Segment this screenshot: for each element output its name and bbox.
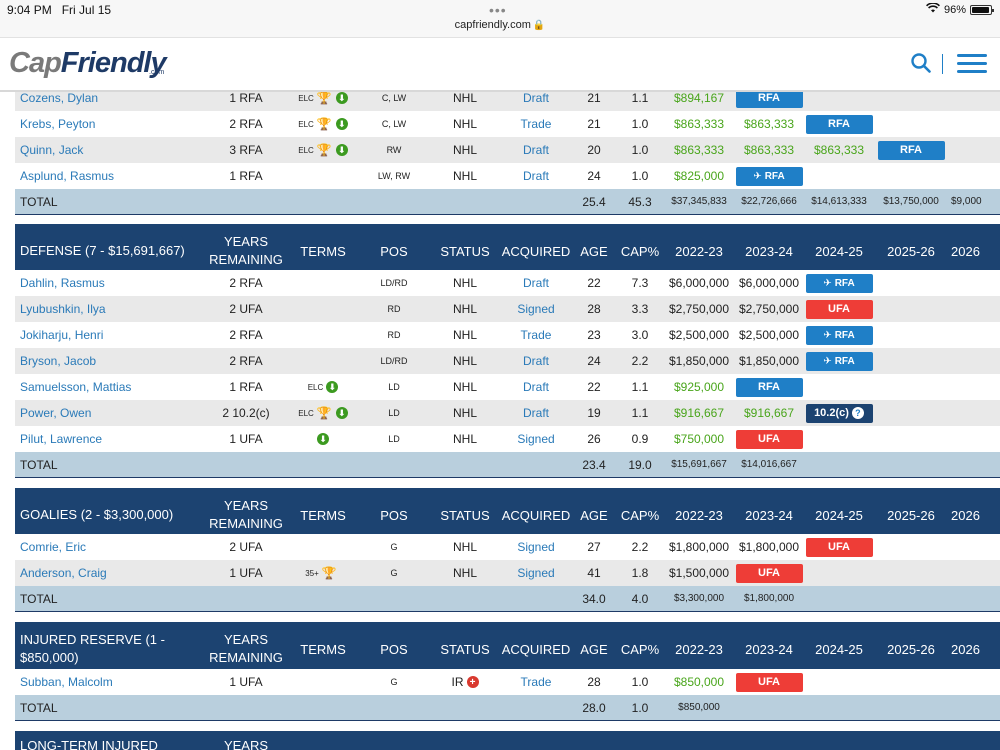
arbitration-icon: ✈ xyxy=(823,329,832,341)
arbitration-icon: ✈ xyxy=(823,355,832,367)
lock-icon: 🔒 xyxy=(532,20,546,31)
total-row: TOTAL 34.0 4.0 $3,300,000 $1,800,000 xyxy=(15,586,1000,612)
player-link[interactable]: Pilut, Lawrence xyxy=(20,432,103,446)
ufa-badge[interactable]: UFA xyxy=(735,563,803,583)
player-link[interactable]: Asplund, Rasmus xyxy=(20,169,115,183)
table-row: Jokiharju, Henri 2 RFA RD NHL Trade 23 3… xyxy=(15,322,1000,348)
hamburger-menu-icon[interactable] xyxy=(957,54,987,74)
trophy-icon: 🏆 xyxy=(316,92,332,105)
ufa-badge[interactable]: UFA xyxy=(805,299,873,319)
arbitration-icon: ✈ xyxy=(823,277,832,289)
table-row: Samuelsson, Mattias 1 RFA ELC ⬇ LD NHL Dr… xyxy=(15,374,1000,400)
goalies-section-header: GOALIES (2 - $3,300,000) YEARS REMAINING… xyxy=(15,488,1000,542)
table-row: Comrie, Eric 2 UFA G NHL Signed 27 2.2 $… xyxy=(15,534,1000,560)
total-row: TOTAL 28.0 1.0 $850,000 xyxy=(15,695,1000,721)
section-title: GOALIES (2 - $3,300,000) xyxy=(20,507,174,522)
trophy-icon: 🏆 xyxy=(316,406,332,420)
table-row: Anderson, Craig 1 UFA 35+ 🏆 G NHL Signed … xyxy=(15,560,1000,586)
table-row: Cozens, Dylan 1 RFA ELC 🏆 ⬇ C, LW NHL Draf… xyxy=(15,92,1000,111)
section-title: DEFENSE (7 - $15,691,667) xyxy=(20,243,185,258)
trophy-icon: 🏆 xyxy=(316,143,332,157)
player-link[interactable]: Jokiharju, Henri xyxy=(20,328,104,342)
arbitration-icon: ✈ xyxy=(753,170,762,182)
rfa-badge[interactable]: RFA xyxy=(805,114,873,134)
tab-dots-icon[interactable]: ••• xyxy=(489,2,507,18)
table-row: Power, Owen 2 10.2(c) ELC 🏆 ⬇ LD NHL Draft… xyxy=(15,400,1000,426)
status-time: 9:04 PM Fri Jul 15 xyxy=(7,3,112,17)
section-title: INJURED RESERVE (1 - $850,000) xyxy=(20,632,165,665)
player-link[interactable]: Krebs, Peyton xyxy=(20,117,96,131)
player-link[interactable]: Power, Owen xyxy=(20,406,92,420)
trophy-icon: 🏆 xyxy=(321,566,337,580)
ltir-section-header: LONG-TERM INJURED YEARS xyxy=(15,731,1000,750)
table-row: Bryson, Jacob 2 RFA LD/RD NHL Draft 24 2… xyxy=(15,348,1000,374)
trophy-icon: 🏆 xyxy=(316,117,332,131)
rfa-badge[interactable]: RFA xyxy=(735,377,803,397)
rfa-badge[interactable]: RFA xyxy=(735,92,803,108)
header-separator xyxy=(942,54,943,74)
player-link[interactable]: Cozens, Dylan xyxy=(20,92,99,105)
info-down-icon: ⬇ xyxy=(335,92,348,104)
player-link[interactable]: Subban, Malcolm xyxy=(20,675,113,689)
player-link[interactable]: Dahlin, Rasmus xyxy=(20,276,105,290)
site-header: CapFriendly .com xyxy=(0,38,1000,92)
arbitration-rfa-badge[interactable]: ✈ RFA xyxy=(805,273,873,293)
total-row: TOTAL 23.4 19.0 $15,691,667 $14,016,667 xyxy=(15,452,1000,478)
info-down-icon: ⬇ xyxy=(317,433,329,445)
injury-plus-icon: + xyxy=(466,676,479,688)
arbitration-rfa-badge[interactable]: ✈ RFA xyxy=(805,351,873,371)
player-link[interactable]: Anderson, Craig xyxy=(20,566,107,580)
search-icon[interactable] xyxy=(911,53,931,73)
table-row: Pilut, Lawrence 1 UFA ⬇ LD NHL Signed 26… xyxy=(15,426,1000,452)
info-down-icon: ⬇ xyxy=(326,381,339,393)
player-link[interactable]: Samuelsson, Mattias xyxy=(20,380,132,394)
roster-table: Cozens, Dylan 1 RFA ELC 🏆 ⬇ C, LW NHL Draf… xyxy=(15,92,1000,750)
total-row: TOTAL 25.4 45.3 $37,345,833 $22,726,666 … xyxy=(15,189,1000,215)
table-row: Subban, Malcolm 1 UFA G IR + Trade 28 1.0… xyxy=(15,669,1000,695)
arbitration-rfa-badge[interactable]: ✈ RFA xyxy=(805,325,873,345)
info-down-icon: ⬇ xyxy=(335,407,348,419)
table-row: Dahlin, Rasmus 2 RFA LD/RD NHL Draft 22 … xyxy=(15,270,1000,296)
table-row: Lyubushkin, Ilya 2 UFA RD NHL Signed 28 … xyxy=(15,296,1000,322)
table-row: Asplund, Rasmus 1 RFA LW, RW NHL Draft 2… xyxy=(15,163,1000,189)
ios-status-bar: 9:04 PM Fri Jul 15 ••• capfriendly.com 🔒 … xyxy=(0,0,1000,38)
ufa-badge[interactable]: UFA xyxy=(735,429,803,449)
info-down-icon: ⬇ xyxy=(335,118,348,130)
wifi-icon xyxy=(926,2,940,16)
status-right: 96% xyxy=(926,2,994,16)
battery-icon xyxy=(970,4,994,15)
defense-section-header: DEFENSE (7 - $15,691,667) YEARS REMAININ… xyxy=(15,224,1000,278)
section-title: LONG-TERM INJURED xyxy=(20,738,158,750)
10-2c-badge[interactable]: 10.2(c)? xyxy=(805,403,873,423)
player-link[interactable]: Quinn, Jack xyxy=(20,143,84,157)
player-link[interactable]: Comrie, Eric xyxy=(20,540,87,554)
help-icon: ? xyxy=(851,407,864,419)
capfriendly-logo[interactable]: CapFriendly xyxy=(9,47,167,79)
player-link[interactable]: Bryson, Jacob xyxy=(20,354,97,368)
info-down-icon: ⬇ xyxy=(335,144,348,156)
arbitration-rfa-badge[interactable]: ✈ RFA xyxy=(735,166,803,186)
rfa-badge[interactable]: RFA xyxy=(877,140,945,160)
ufa-badge[interactable]: UFA xyxy=(735,672,803,692)
ufa-badge[interactable]: UFA xyxy=(805,537,873,557)
logo-com: .com xyxy=(149,69,165,76)
battery-percent: 96% xyxy=(943,3,966,16)
table-row: Quinn, Jack 3 RFA ELC 🏆 ⬇ RW NHL Draft 20 … xyxy=(15,137,1000,163)
table-row: Krebs, Peyton 2 RFA ELC 🏆 ⬇ C, LW NHL Trad… xyxy=(15,111,1000,137)
address-bar[interactable]: capfriendly.com 🔒 xyxy=(454,19,546,31)
player-link[interactable]: Lyubushkin, Ilya xyxy=(20,302,106,316)
injured-reserve-section-header: INJURED RESERVE (1 - $850,000) YEARS REM… xyxy=(15,622,1000,676)
